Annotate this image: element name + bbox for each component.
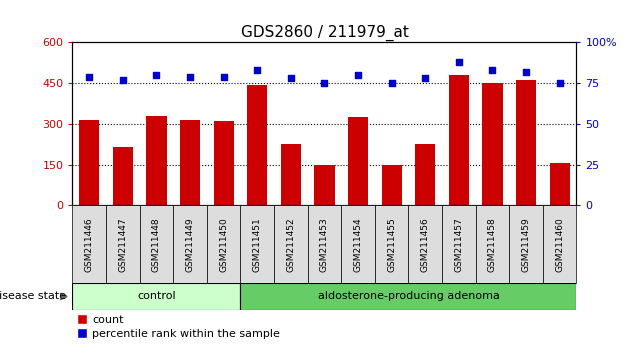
Text: GSM211450: GSM211450 [219,217,228,272]
Text: GSM211460: GSM211460 [555,217,564,272]
Text: GSM211449: GSM211449 [186,217,195,272]
FancyBboxPatch shape [408,205,442,283]
Text: GSM211458: GSM211458 [488,217,497,272]
Point [454,59,464,65]
Bar [281,144,301,205]
FancyBboxPatch shape [106,205,140,283]
Text: GSM211446: GSM211446 [85,217,94,272]
Point [286,75,296,81]
Text: control: control [137,291,176,302]
Text: GSM211448: GSM211448 [152,217,161,272]
Text: GSM211447: GSM211447 [118,217,127,272]
Point [387,80,397,86]
Point [319,80,329,86]
Text: GSM211453: GSM211453 [320,217,329,272]
Legend: count, percentile rank within the sample: count, percentile rank within the sample [78,315,280,339]
FancyBboxPatch shape [509,205,543,283]
Text: disease state: disease state [0,291,69,302]
FancyBboxPatch shape [476,205,509,283]
Text: GSM211455: GSM211455 [387,217,396,272]
Text: GSM211457: GSM211457 [454,217,463,272]
FancyBboxPatch shape [173,205,207,283]
Title: GDS2860 / 211979_at: GDS2860 / 211979_at [241,25,408,41]
Text: GSM211459: GSM211459 [522,217,530,272]
Point [219,74,229,80]
Bar [382,165,402,205]
Bar [549,163,570,205]
Bar [146,116,166,205]
Bar [180,120,200,205]
Bar [415,144,435,205]
Text: GSM211456: GSM211456 [421,217,430,272]
Text: GSM211451: GSM211451 [253,217,261,272]
Point [353,72,363,78]
Point [118,77,128,83]
FancyBboxPatch shape [375,205,408,283]
FancyBboxPatch shape [274,205,307,283]
Text: GSM211454: GSM211454 [353,217,362,272]
Bar [449,75,469,205]
Point [488,67,498,73]
FancyBboxPatch shape [543,205,576,283]
FancyBboxPatch shape [72,205,106,283]
Point [151,72,161,78]
Bar [348,117,368,205]
Point [185,74,195,80]
Bar [247,85,267,205]
FancyBboxPatch shape [442,205,476,283]
FancyBboxPatch shape [241,205,274,283]
Bar [79,120,100,205]
Bar [314,165,335,205]
Bar [113,147,133,205]
Point [521,69,531,75]
Point [84,74,94,80]
Point [252,67,262,73]
Text: aldosterone-producing adenoma: aldosterone-producing adenoma [318,291,500,302]
FancyBboxPatch shape [140,205,173,283]
Bar [483,83,503,205]
FancyBboxPatch shape [307,205,341,283]
Point [554,80,564,86]
FancyBboxPatch shape [341,205,375,283]
Bar [72,283,241,310]
FancyBboxPatch shape [207,205,241,283]
Bar [214,121,234,205]
Point [420,75,430,81]
Text: GSM211452: GSM211452 [287,217,295,272]
Bar [516,80,536,205]
Bar [241,283,576,310]
